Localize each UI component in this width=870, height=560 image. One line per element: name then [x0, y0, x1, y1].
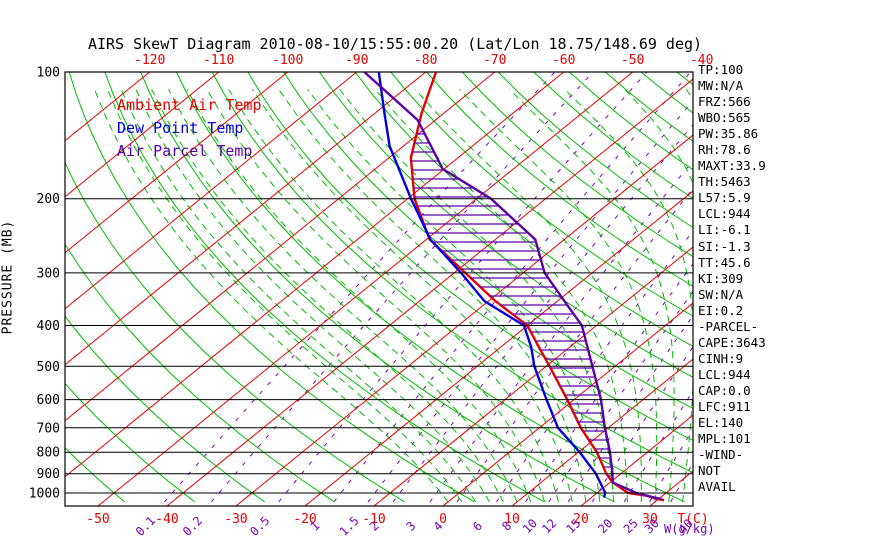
svg-text:-90: -90: [345, 53, 368, 68]
svg-text:900: 900: [37, 467, 60, 482]
mixing-ratio-unit: W(g/kg): [664, 522, 715, 536]
sounding-indices-panel: TP:100 MW:N/A FRZ:566 WBO:565 PW:35.86 RH:78.…: [698, 62, 766, 495]
panel-readout: KI:309: [698, 270, 744, 286]
panel-readout: NOT: [698, 463, 721, 479]
svg-text:0: 0: [439, 512, 447, 527]
chart-title: AIRS SkewT Diagram 2010-08-10/15:55:00.2…: [87, 35, 703, 53]
svg-text:-10: -10: [362, 512, 385, 527]
panel-readout: WBO:565: [698, 110, 751, 126]
svg-text:3: 3: [404, 519, 419, 534]
panel-readout: TP:100: [698, 62, 744, 77]
legend: Ambient Air Temp Dew Point Temp Air Parcel…: [117, 94, 262, 163]
isotherms: [65, 72, 693, 506]
svg-text:-40: -40: [690, 53, 713, 68]
mixing-ratio-labels: 0.1 0.2 0.5 1 1.5 2 3 4 6 8 10 12 15 20 25 30 40W(g/kg): [133, 514, 715, 539]
pressure-tick-labels: 100 200 300 400 500 600 700 800 900 1000: [29, 66, 60, 502]
panel-readout: MW:N/A: [698, 78, 744, 94]
svg-text:20: 20: [573, 512, 589, 527]
panel-readout: LFC:911: [698, 398, 751, 414]
svg-text:-50: -50: [621, 53, 644, 68]
svg-text:-110: -110: [203, 53, 234, 68]
panel-readout: CAP:0.0: [698, 382, 751, 398]
curve-dew_point_temp: [377, 72, 607, 498]
svg-text:-120: -120: [134, 53, 165, 68]
svg-text:-60: -60: [552, 53, 575, 68]
panel-readout: MAXT:33.9: [698, 158, 766, 174]
svg-text:20: 20: [595, 516, 615, 536]
panel-readout: -WIND-: [698, 447, 744, 463]
panel-readout: LI:-6.1: [698, 222, 751, 238]
svg-text:300: 300: [37, 266, 60, 281]
svg-text:500: 500: [37, 360, 60, 375]
panel-readout: MPL:101: [698, 431, 751, 447]
svg-text:-30: -30: [224, 512, 247, 527]
panel-readout: EI:0.2: [698, 302, 744, 318]
panel-readout: SI:-1.3: [698, 238, 751, 254]
cape-hatch: [411, 133, 613, 477]
top-temperature-labels: -120 -110 -100 -90 -80 -70 -60 -50 -40: [134, 53, 713, 68]
curve-air_parcel_temp: [363, 72, 662, 501]
svg-text:30: 30: [642, 512, 658, 527]
svg-text:10: 10: [504, 512, 520, 527]
svg-text:-40: -40: [155, 512, 178, 527]
panel-readout: L57:5.9: [698, 190, 751, 206]
svg-text:0.2: 0.2: [180, 514, 205, 539]
panel-readout: SW:N/A: [698, 286, 744, 302]
panel-readout: CINH:9: [698, 350, 744, 366]
svg-text:1000: 1000: [29, 487, 60, 502]
panel-readout: -PARCEL-: [698, 318, 759, 334]
legend-item: Ambient Air Temp: [117, 96, 262, 114]
panel-readout: LCL:944: [698, 366, 751, 382]
svg-text:-70: -70: [483, 53, 506, 68]
panel-readout: AVAIL: [698, 479, 736, 495]
svg-text:12: 12: [539, 516, 559, 536]
svg-text:200: 200: [37, 192, 60, 207]
pressure-axis-title: PRESSURE (MB): [0, 219, 16, 335]
svg-text:100: 100: [37, 66, 60, 81]
svg-text:-80: -80: [414, 53, 437, 68]
svg-text:400: 400: [37, 319, 60, 334]
svg-text:600: 600: [37, 393, 60, 408]
panel-readout: FRZ:566: [698, 94, 751, 110]
legend-item: Air Parcel Temp: [117, 142, 253, 160]
svg-text:0.5: 0.5: [247, 514, 272, 539]
svg-text:25: 25: [621, 516, 641, 536]
svg-text:-50: -50: [86, 512, 109, 527]
temp-axis-unit: T(C): [677, 512, 708, 527]
plot-border: [64, 71, 694, 507]
panel-readout: RH:78.6: [698, 142, 751, 158]
svg-text:-100: -100: [272, 53, 303, 68]
panel-readout: EL:140: [698, 415, 744, 431]
svg-text:800: 800: [37, 446, 60, 461]
panel-readout: TT:45.6: [698, 254, 751, 270]
bottom-temperature-labels: -50 -40 -30 -20 -10 0 10 20 30 T(C): [86, 512, 708, 527]
panel-readout: PW:35.86: [698, 126, 759, 142]
panel-readout: TH:5463: [698, 174, 751, 190]
svg-text:700: 700: [37, 421, 60, 436]
panel-readout: CAPE:3643: [698, 334, 766, 350]
svg-text:10: 10: [520, 516, 540, 536]
svg-text:1.5: 1.5: [337, 514, 362, 539]
svg-text:6: 6: [470, 519, 485, 534]
legend-item: Dew Point Temp: [117, 119, 244, 137]
panel-readout: LCL:944: [698, 206, 751, 222]
svg-text:-20: -20: [293, 512, 316, 527]
